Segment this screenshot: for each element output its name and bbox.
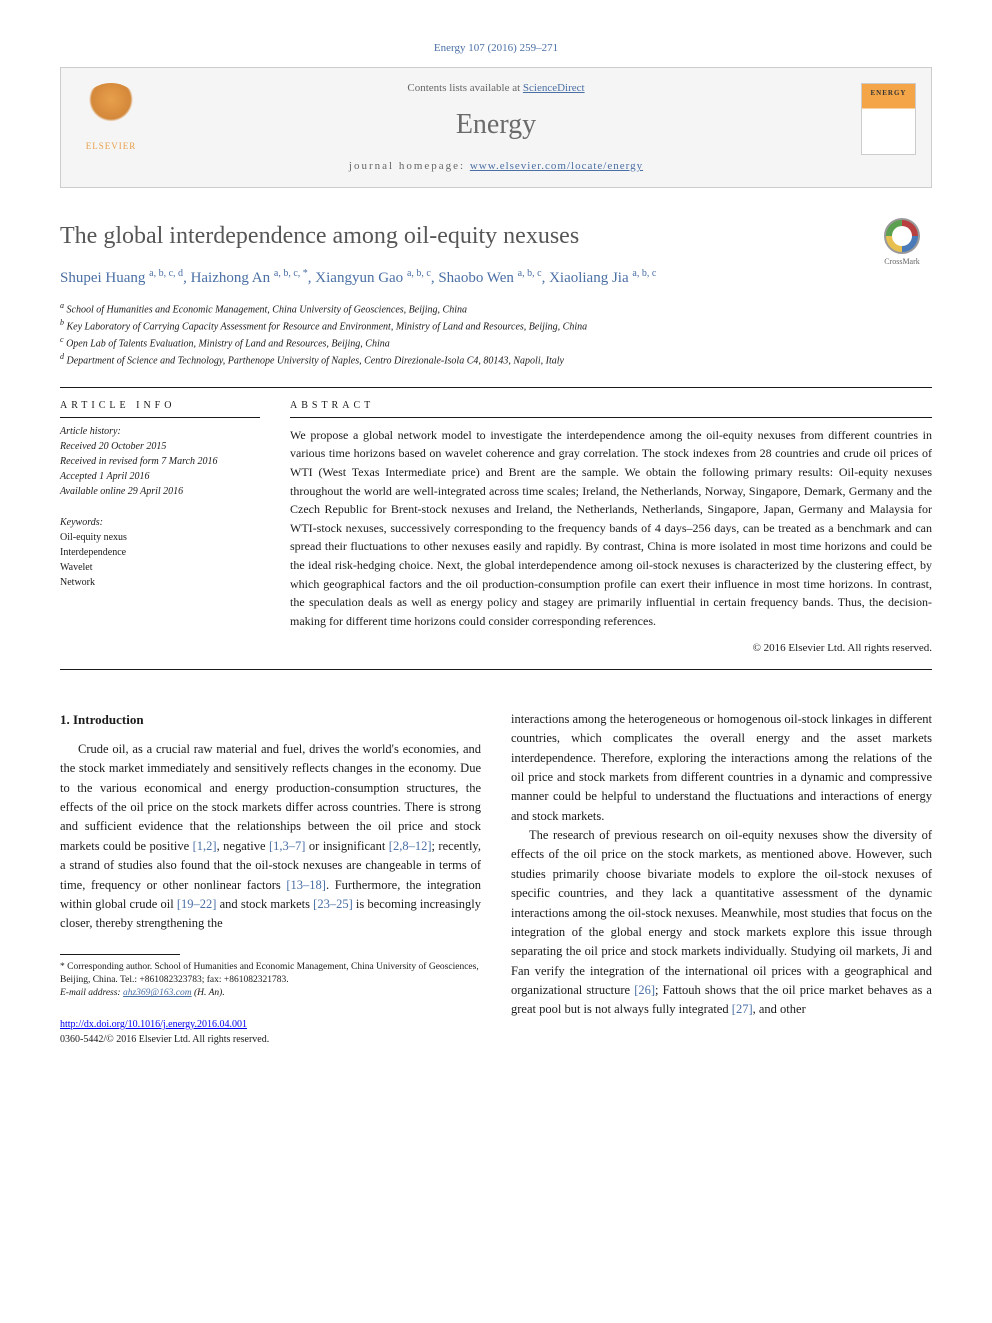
journal-name: Energy [81,104,911,146]
keyword: Interdependence [60,545,260,560]
citation-ref[interactable]: [19–22] [177,897,217,911]
history-revised: Received in revised form 7 March 2016 [60,454,260,469]
author-email-link[interactable]: ahz369@163.com [123,988,192,998]
authors-list: Shupei Huang a, b, c, d, Haizhong An a, … [60,266,932,290]
citation-ref[interactable]: [13–18] [286,878,326,892]
history-received: Received 20 October 2015 [60,439,260,454]
doi-link[interactable]: http://dx.doi.org/10.1016/j.energy.2016.… [60,1019,247,1030]
body-paragraph: Crude oil, as a crucial raw material and… [60,740,481,934]
homepage-prefix: journal homepage: [349,160,470,172]
abstract-block: ABSTRACT We propose a global network mod… [290,398,932,657]
history-online: Available online 29 April 2016 [60,484,260,499]
body-column-left: 1. Introduction Crude oil, as a crucial … [60,710,481,1048]
citation-line: Energy 107 (2016) 259–271 [60,40,932,57]
journal-cover-thumbnail: ENERGY [861,83,916,155]
publisher-logo: ELSEVIER [76,83,146,163]
body-paragraph: interactions among the heterogeneous or … [511,710,932,826]
issn-copyright: 0360-5442/© 2016 Elsevier Ltd. All right… [60,1032,481,1048]
section-heading: 1. Introduction [60,710,481,730]
citation-ref[interactable]: [1,3–7] [269,839,305,853]
keywords-label: Keywords: [60,515,260,530]
contents-prefix: Contents lists available at [407,82,522,94]
citation-ref[interactable]: [1,2] [193,839,217,853]
citation-ref[interactable]: [23–25] [313,897,353,911]
corresponding-author-footnote: * Corresponding author. School of Humani… [60,961,481,1001]
article-info-block: ARTICLE INFO Article history: Received 2… [60,398,260,657]
affiliations: a School of Humanities and Economic Mana… [60,300,932,369]
article-info-label: ARTICLE INFO [60,398,260,413]
history-label: Article history: [60,424,260,439]
keyword: Wavelet [60,560,260,575]
body-column-right: interactions among the heterogeneous or … [511,710,932,1048]
journal-homepage-link[interactable]: www.elsevier.com/locate/energy [470,160,643,172]
abstract-text: We propose a global network model to inv… [290,426,932,631]
citation-ref[interactable]: [26] [634,983,655,997]
history-accepted: Accepted 1 April 2016 [60,469,260,484]
article-title: The global interdependence among oil-equ… [60,218,932,254]
body-paragraph: The research of previous research on oil… [511,826,932,1020]
citation-ref[interactable]: [27] [732,1002,753,1016]
keyword: Oil-equity nexus [60,530,260,545]
sciencedirect-link[interactable]: ScienceDirect [523,82,585,94]
copyright: © 2016 Elsevier Ltd. All rights reserved… [290,640,932,657]
crossmark-badge[interactable]: CrossMark [872,218,932,278]
journal-header: ELSEVIER ENERGY Contents lists available… [60,67,932,188]
abstract-label: ABSTRACT [290,398,932,413]
citation-ref[interactable]: [2,8–12] [389,839,432,853]
keyword: Network [60,575,260,590]
